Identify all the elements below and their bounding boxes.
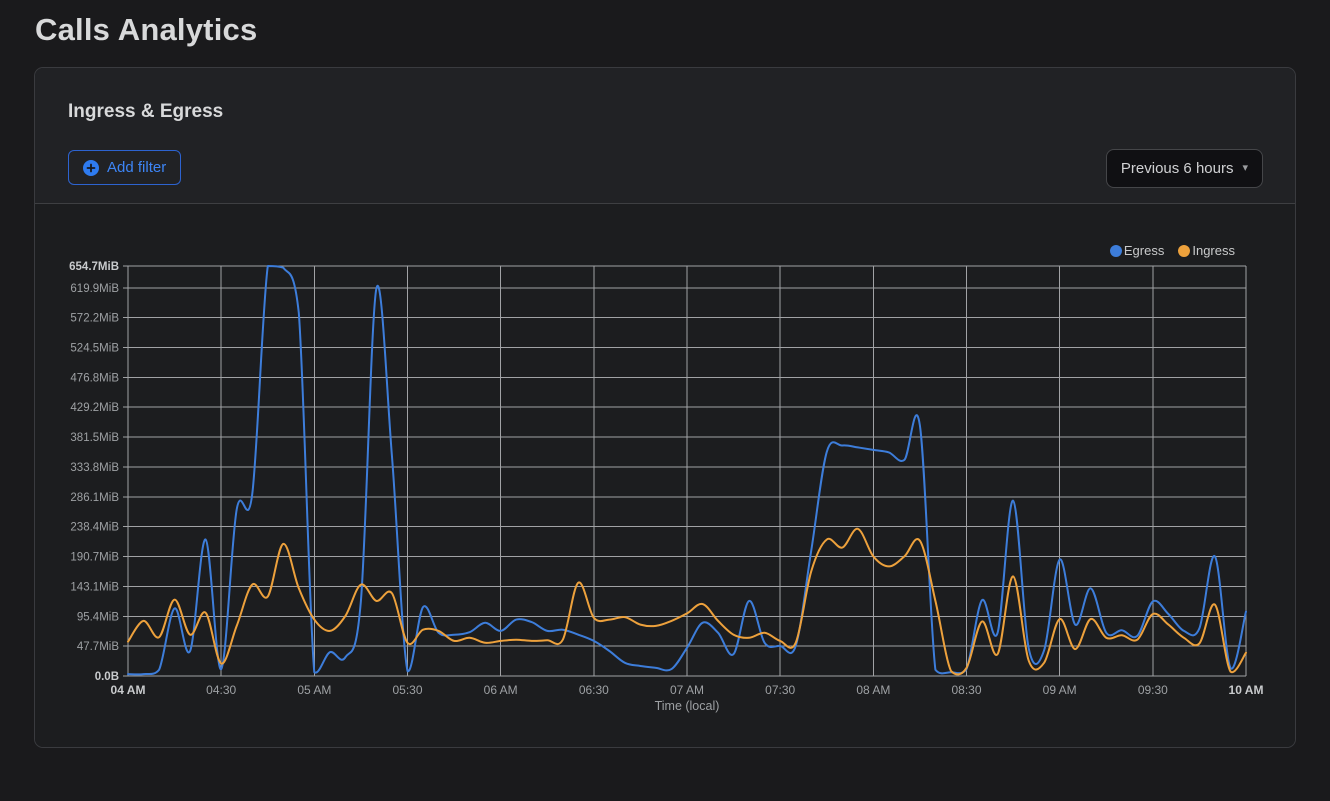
plus-circle-icon [83,159,99,176]
panel-title: Ingress & Egress [68,101,224,122]
svg-text:654.7MiB: 654.7MiB [69,261,119,273]
svg-text:572.2MiB: 572.2MiB [70,313,119,325]
svg-text:476.8MiB: 476.8MiB [70,372,119,384]
svg-text:333.8MiB: 333.8MiB [70,462,119,474]
svg-text:47.7MiB: 47.7MiB [77,641,120,653]
svg-text:07 AM: 07 AM [670,683,704,697]
svg-text:05:30: 05:30 [392,683,422,697]
series-egress-line [127,265,1247,676]
legend-marker-egress [1109,244,1122,257]
legend-label-ingress: Ingress [1192,243,1235,258]
svg-text:238.4MiB: 238.4MiB [70,522,119,534]
svg-text:06 AM: 06 AM [484,683,518,697]
chevron-down-icon: ▾ [1242,162,1248,174]
svg-text:08:30: 08:30 [951,683,981,697]
add-filter-label: Add filter [107,159,167,176]
add-filter-button[interactable]: Add filter [68,150,182,185]
x-axis-labels: 04 AM 04:30 05 AM 05:30 06 AM 06:30 07 AM 07:30… [111,683,1264,697]
time-range-label: Previous 6 hours [1120,160,1234,177]
svg-text:619.9MiB: 619.9MiB [70,283,119,295]
svg-text:286.1MiB: 286.1MiB [70,492,119,504]
svg-text:190.7MiB: 190.7MiB [70,552,119,564]
svg-text:381.5MiB: 381.5MiB [70,432,119,444]
svg-text:524.5MiB: 524.5MiB [70,343,119,355]
svg-text:95.4MiB: 95.4MiB [77,611,120,623]
svg-text:05 AM: 05 AM [297,683,331,697]
series-ingress-line [127,527,1247,676]
chart-legend: Egress Ingress [1109,243,1235,258]
panel-header: Ingress & Egress Add filter Previous 6 h… [35,68,1295,204]
legend-marker-ingress [1178,244,1191,257]
svg-text:10 AM: 10 AM [1229,683,1264,697]
y-axis-labels: 654.7MiB 619.9MiB 572.2MiB 524.5MiB 476.8MiB… [69,261,119,683]
svg-text:07:30: 07:30 [765,683,795,697]
svg-text:08 AM: 08 AM [856,683,890,697]
legend-item-egress[interactable]: Egress [1109,243,1165,258]
svg-text:09:30: 09:30 [1138,683,1168,697]
x-axis-title: Time (local) [654,699,720,713]
svg-text:06:30: 06:30 [579,683,609,697]
svg-text:04 AM: 04 AM [111,683,146,697]
svg-text:0.0B: 0.0B [95,671,119,683]
chart-region: Egress Ingress 654.7MiB 619.9MiB 572.2MiB 5… [35,204,1296,748]
svg-text:429.2MiB: 429.2MiB [70,402,119,414]
time-range-dropdown[interactable]: Previous 6 hours ▾ [1105,149,1263,188]
svg-text:04:30: 04:30 [206,683,236,697]
chart-svg[interactable]: 654.7MiB 619.9MiB 572.2MiB 524.5MiB 476.8MiB… [35,204,1296,748]
svg-text:09 AM: 09 AM [1043,683,1077,697]
svg-text:143.1MiB: 143.1MiB [70,581,119,593]
page-title: Calls Analytics [35,12,258,47]
panel-card: Ingress & Egress Add filter Previous 6 h… [34,67,1296,748]
legend-label-egress: Egress [1123,243,1165,258]
legend-item-ingress[interactable]: Ingress [1178,243,1235,258]
